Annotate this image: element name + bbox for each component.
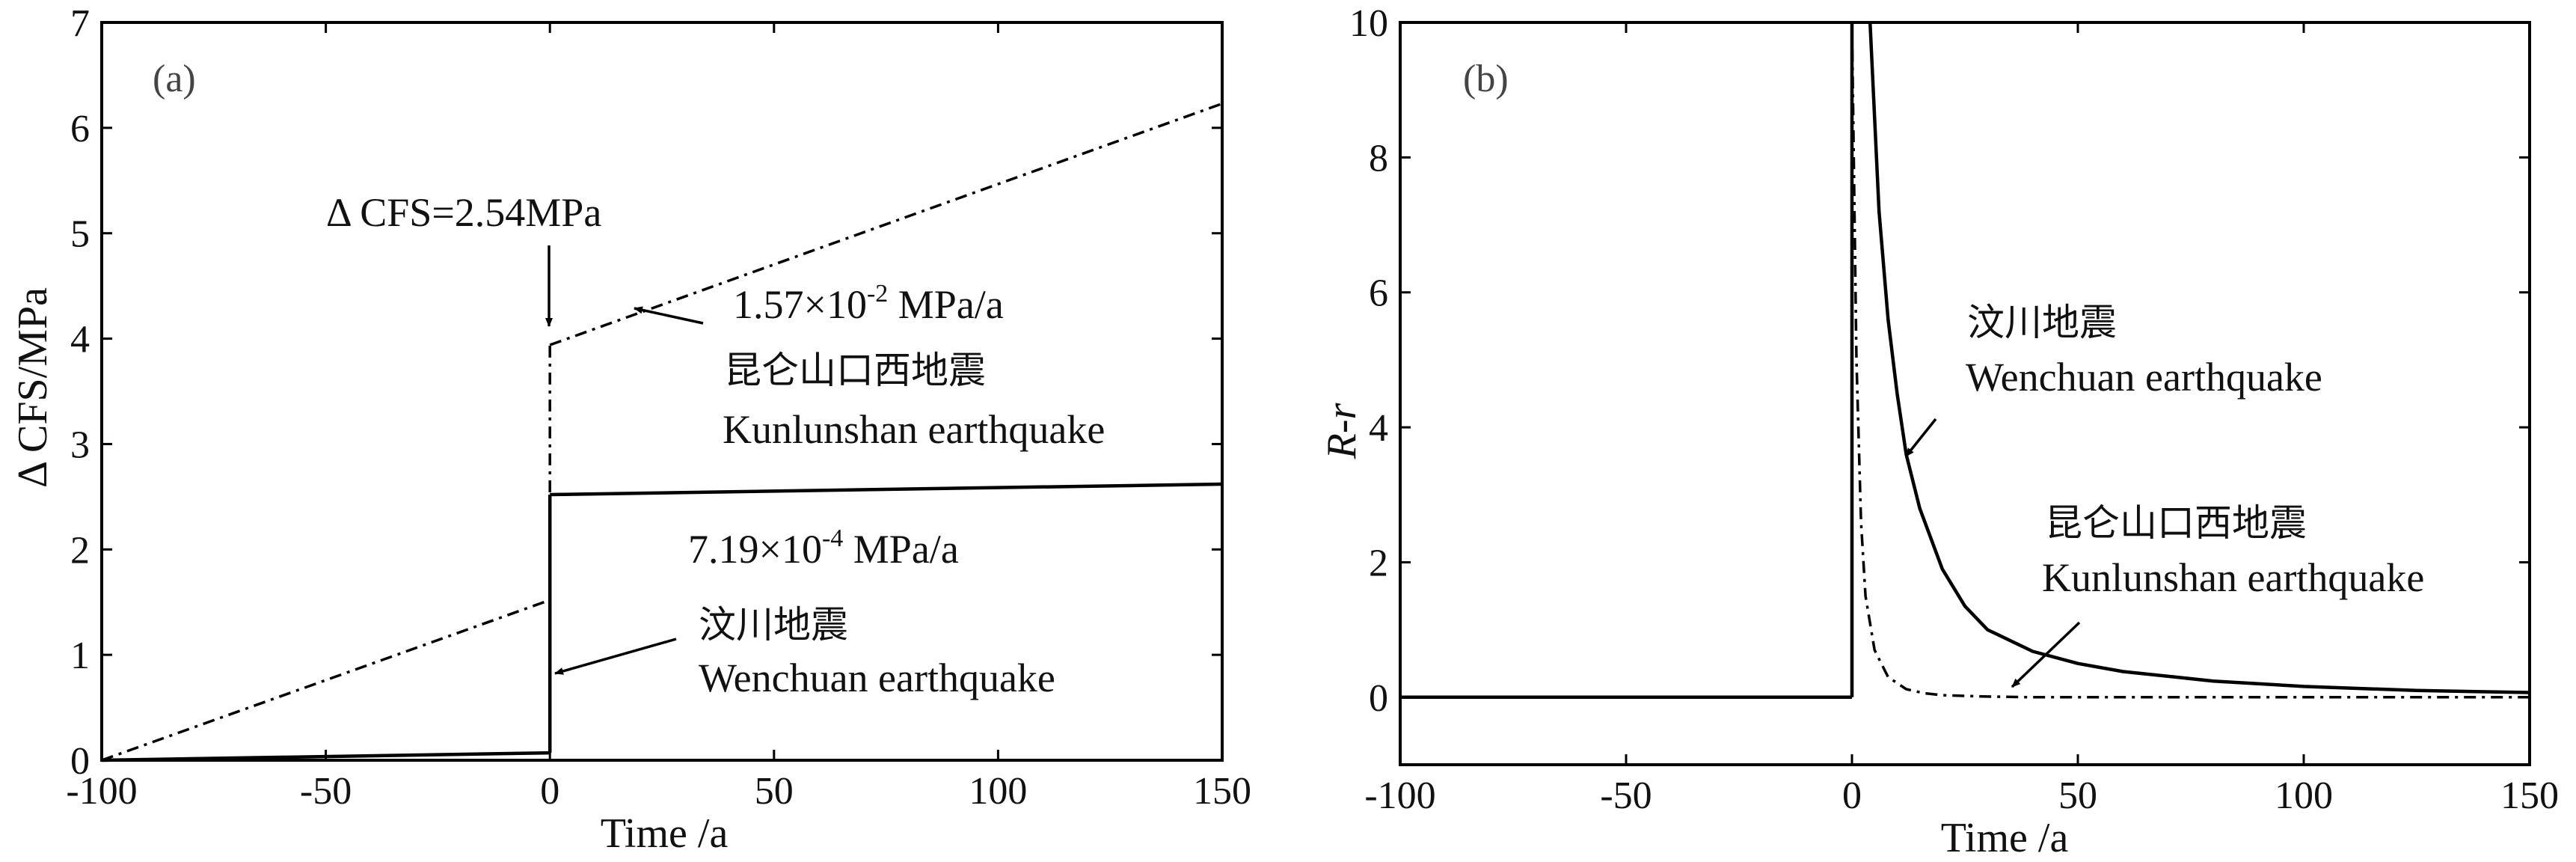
arrow-wenchuan — [554, 638, 677, 675]
x-axis-label-b: Time /a — [1941, 815, 2069, 861]
annotation-wenchuan-rate: 7.19×10-4 MPa/a — [688, 525, 959, 572]
y-tick-label-a-2: 2 — [70, 529, 90, 572]
y-tick-label-a-6: 6 — [70, 108, 90, 150]
annotation-kunlun-cn: 昆仑山口西地震 — [724, 349, 986, 392]
panel-a: -100 -50 0 50 100 150 0 1 2 3 4 5 6 7 (a) Time /a Δ C… — [10, 2, 1251, 857]
y-tick-label-a-3: 3 — [70, 424, 90, 466]
wen-rate-exp: -4 — [822, 525, 843, 552]
x-tick-label-a-5: 150 — [1193, 770, 1251, 813]
x-tick-label-a-2: 0 — [540, 770, 559, 813]
x-tick-label-b-1: -50 — [1600, 774, 1652, 817]
x-axis-label-a: Time /a — [601, 810, 729, 857]
wen-rate-base: 7.19×10 — [688, 527, 822, 572]
series-b — [1400, 22, 2530, 700]
series-b-wenchuan-earthquake-seg-2 — [1868, 22, 2530, 694]
annotation-b-wenchuan-en: Wenchuan earthquake — [1966, 355, 2322, 400]
plot-frame-a — [100, 21, 1224, 762]
x-tick-label-b-5: 150 — [2500, 774, 2559, 817]
x-tick-label-b-2: 0 — [1842, 774, 1862, 817]
x-tick-label-b-4: 100 — [2275, 774, 2333, 817]
kunlun-rate-exp: -2 — [867, 280, 888, 308]
kunlun-rate-base: 1.57×10 — [733, 282, 867, 327]
annotation-wenchuan-en: Wenchuan earthquake — [699, 655, 1055, 700]
annotation-b-kunlun-en: Kunlunshan earthquake — [2042, 555, 2424, 600]
y-axis-label-b: R-r — [1319, 403, 1365, 459]
panel-label-b: (b) — [1463, 58, 1509, 100]
series-a-kunlunshan-earthquake-seg-2 — [549, 102, 1223, 346]
y-tick-label-a-7: 7 — [70, 2, 90, 45]
series-a — [101, 102, 1223, 762]
x-tick-label-a-0: -100 — [66, 770, 137, 813]
arrow-kunlun-rate — [634, 306, 704, 325]
y-axis-label-a: Δ CFS/MPa — [10, 287, 56, 488]
arrow-b-kunlun — [2011, 621, 2081, 688]
panel-label-a: (a) — [153, 58, 196, 100]
annotation-wenchuan-cn: 汶川地震 — [699, 603, 848, 646]
y-tick-label-b-4: 8 — [1369, 137, 1388, 180]
y-tick-label-a-4: 4 — [70, 319, 90, 361]
ticks-b: -100 -50 0 50 100 150 0 2 4 6 8 10 — [1349, 2, 2559, 817]
series-a-kunlunshan-earthquake-seg-0 — [101, 599, 551, 762]
y-tick-label-b-1: 2 — [1369, 542, 1388, 584]
y-tick-label-a-0: 0 — [70, 740, 90, 783]
arrow-b-wenchuan — [1904, 418, 1937, 458]
x-tick-label-a-3: 50 — [755, 770, 794, 813]
kunlun-rate-unit: MPa/a — [888, 282, 1004, 327]
annotation-kunlun-rate: 1.57×10-2 MPa/a — [733, 280, 1004, 327]
series-a-wenchuan-earthquake-seg-0 — [101, 751, 551, 762]
y-tick-label-a-1: 1 — [70, 635, 90, 677]
x-tick-label-a-4: 100 — [969, 770, 1027, 813]
y-tick-label-a-5: 5 — [70, 213, 90, 256]
y-tick-label-b-2: 4 — [1369, 407, 1388, 450]
wen-rate-unit: MPa/a — [843, 527, 959, 572]
plot-frame-b — [1399, 21, 2531, 766]
series-a-wenchuan-earthquake-seg-2 — [550, 482, 1223, 497]
annotation-b-kunlun-cn: 昆仑山口西地震 — [2045, 501, 2307, 545]
x-tick-label-b-3: 50 — [2058, 774, 2097, 817]
y-tick-label-b-0: 0 — [1369, 677, 1388, 720]
x-tick-label-b-0: -100 — [1364, 774, 1435, 817]
ticks-a: -100 -50 0 50 100 150 0 1 2 3 4 5 6 7 — [66, 2, 1251, 813]
annotation-kunlun-en: Kunlunshan earthquake — [723, 407, 1105, 452]
annotation-b-wenchuan-cn: 汶川地震 — [1967, 301, 2117, 344]
annotation-delta-cfs: Δ CFS=2.54MPa — [326, 190, 601, 235]
y-tick-label-b-5: 10 — [1349, 2, 1388, 45]
y-tick-label-b-3: 6 — [1369, 272, 1388, 315]
x-tick-label-a-1: -50 — [300, 770, 352, 813]
